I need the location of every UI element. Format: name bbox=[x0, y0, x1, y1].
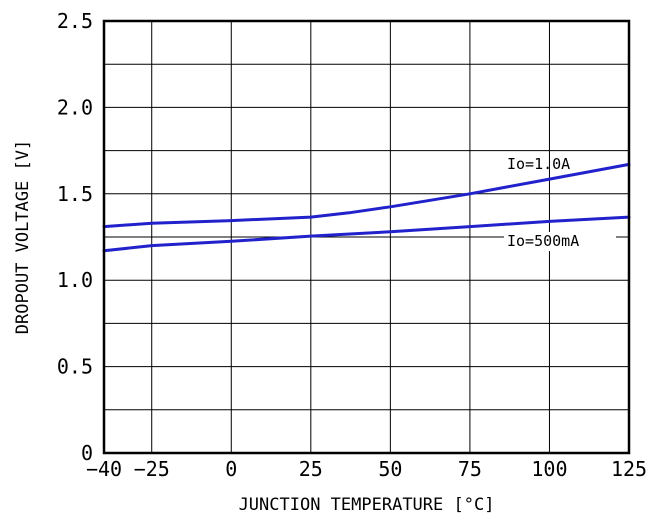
y-tick-label: 0.5 bbox=[57, 355, 93, 379]
y-tick-label: 0 bbox=[81, 441, 93, 465]
x-axis-title: JUNCTION TEMPERATURE [°C] bbox=[239, 495, 495, 515]
x-tick-label: −40 bbox=[86, 457, 122, 481]
series-label: Io=1.0A bbox=[507, 155, 570, 173]
series-line-io-500ma bbox=[102, 215, 631, 253]
x-tick-label: 75 bbox=[458, 457, 482, 481]
plot-frame bbox=[102, 19, 631, 455]
series-label: Io=500mA bbox=[507, 232, 579, 250]
y-tick-label: 1.5 bbox=[57, 182, 93, 206]
series-labels: Io=1.0A Io=500mA bbox=[504, 155, 616, 251]
y-tick-label: 2.0 bbox=[57, 95, 93, 119]
y-tick-label: 1.0 bbox=[57, 268, 93, 292]
x-tick-label: 25 bbox=[299, 457, 323, 481]
x-tick-label: 50 bbox=[378, 457, 402, 481]
series-line-io-1a bbox=[102, 162, 631, 229]
y-tick-label: 2.5 bbox=[57, 9, 93, 33]
x-tick-label: −25 bbox=[134, 457, 170, 481]
x-tick-label: 100 bbox=[531, 457, 567, 481]
x-tick-labels: −40 −25 0 25 50 75 100 125 bbox=[86, 457, 647, 481]
series-lines bbox=[102, 162, 631, 253]
series-label-background bbox=[504, 232, 616, 251]
y-axis-title: DROPOUT VOLTAGE [V] bbox=[13, 140, 33, 334]
x-tick-label: 125 bbox=[611, 457, 647, 481]
y-tick-labels: 0 0.5 1.0 1.5 2.0 2.5 bbox=[57, 9, 93, 465]
x-tick-label: 0 bbox=[225, 457, 237, 481]
